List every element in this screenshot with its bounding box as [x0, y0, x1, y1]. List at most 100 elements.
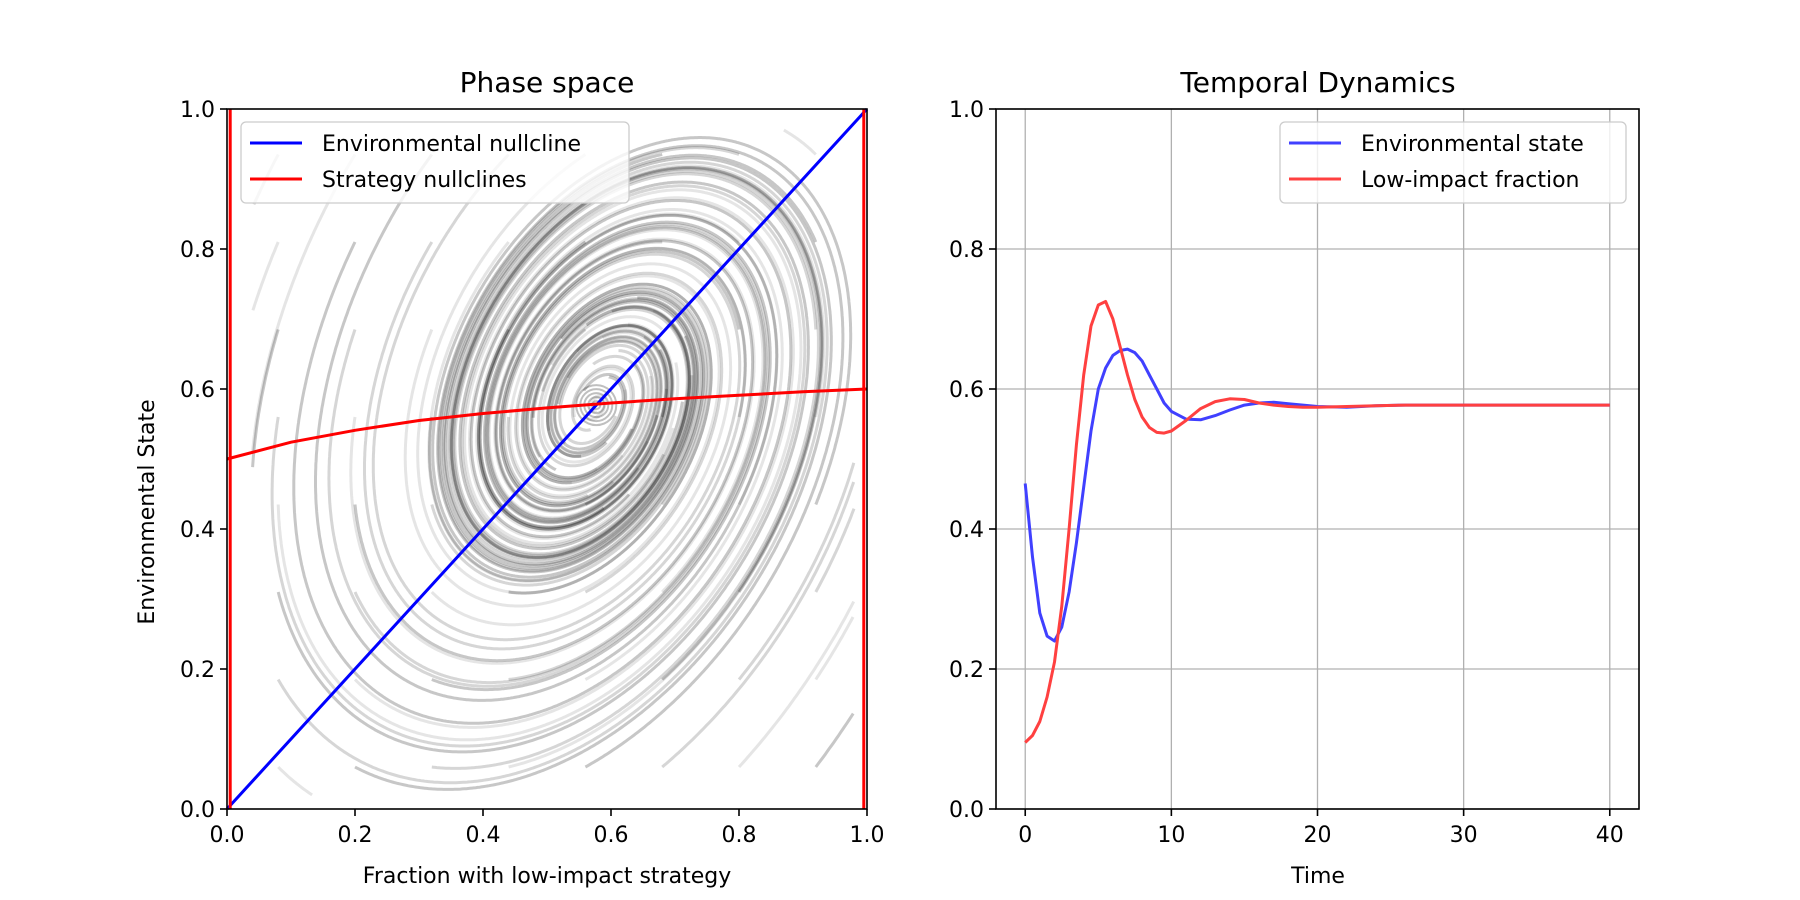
streamline [276, 160, 829, 785]
streamline [403, 274, 721, 608]
streamline [486, 226, 767, 681]
y-tick-label: 0.4 [180, 518, 215, 543]
y-tick-label: 1.0 [180, 98, 215, 123]
environmental-nullcline [225, 107, 869, 811]
streamline [537, 328, 635, 468]
streamline [449, 166, 824, 769]
x-tick-label: 40 [1596, 823, 1624, 848]
x-tick-label: 0.2 [338, 823, 373, 848]
x-tick-label: 0.6 [594, 823, 629, 848]
phase-space-ylabel: Environmental State [135, 399, 160, 624]
x-tick-label: 0.4 [466, 823, 501, 848]
streamline [783, 128, 817, 156]
streamline [416, 153, 713, 595]
streamline [814, 712, 855, 768]
streamline [506, 343, 655, 500]
legend-label: Environmental state [1361, 132, 1584, 157]
x-tick-label: 10 [1157, 823, 1185, 848]
streamline [448, 164, 826, 561]
x-tick-label: 30 [1450, 823, 1478, 848]
streamline [292, 199, 793, 725]
temporal-legend: Environmental state Low-impact fraction [1279, 121, 1627, 204]
streamline [814, 616, 855, 681]
y-tick-label: 0.0 [180, 798, 215, 823]
x-tick-label: 0 [1018, 823, 1032, 848]
strategy-nullcline [226, 387, 868, 461]
x-tick-label: 0.0 [210, 823, 245, 848]
streamline [436, 144, 845, 769]
streamline [737, 462, 856, 681]
streamline [251, 153, 357, 452]
streamline [353, 225, 768, 685]
streamline [327, 222, 770, 688]
streamline [277, 765, 313, 797]
temporal-grid [996, 108, 1639, 810]
streamline [439, 153, 698, 570]
x-tick-label: 1.0 [850, 823, 885, 848]
streamline [442, 153, 818, 568]
streamline [270, 184, 807, 748]
streamline [314, 153, 779, 702]
x-tick-label: 20 [1304, 823, 1332, 848]
y-tick-label: 0.8 [180, 238, 215, 263]
streamline [475, 208, 784, 681]
temporal-dynamics-panel: Temporal Dynamics Time 0 10 20 30 40 0.0 0.2 0.… [949, 66, 1640, 889]
phase-space-lines [225, 107, 869, 811]
streamline [430, 262, 733, 627]
temporal-dynamics-xlabel: Time [1290, 864, 1345, 889]
temporal-dynamics-title: Temporal Dynamics [1179, 66, 1455, 99]
y-tick-label: 0.6 [180, 378, 215, 403]
streamline [522, 285, 710, 506]
streamline [437, 146, 740, 573]
streamline [450, 167, 823, 681]
streamline [814, 508, 856, 593]
streamline [499, 247, 747, 508]
streamline [540, 315, 664, 464]
streamline [500, 249, 741, 506]
streamline [251, 241, 280, 311]
y-tick-label: 0.6 [949, 378, 984, 403]
phase-space-legend: Environmental nullcline Strategy nullcli… [240, 121, 630, 204]
streamline [371, 153, 742, 642]
y-tick-label: 0.0 [949, 798, 984, 823]
streamline [737, 600, 856, 769]
streamline [478, 214, 779, 529]
streamline [276, 188, 803, 742]
streamline [508, 282, 713, 595]
y-tick-label: 0.8 [949, 238, 984, 263]
streamline [431, 169, 820, 770]
legend-label: Low-impact fraction [1361, 168, 1579, 193]
streamline [428, 290, 705, 582]
streamlines [251, 128, 856, 797]
y-tick-label: 0.2 [180, 658, 215, 683]
legend-label: Environmental nullcline [322, 132, 581, 157]
streamline [431, 136, 853, 579]
streamline [353, 239, 755, 663]
phase-space-xlabel: Fraction with low-impact strategy [363, 864, 731, 889]
x-tick-label: 0.8 [722, 823, 757, 848]
streamline [427, 241, 706, 583]
streamline [251, 329, 280, 468]
streamline [661, 481, 856, 769]
streamline [430, 287, 708, 587]
streamline [495, 240, 663, 512]
streamline [477, 212, 741, 530]
legend-box [240, 121, 630, 204]
y-tick-label: 0.4 [949, 518, 984, 543]
streamline [349, 237, 756, 665]
streamline [353, 196, 795, 729]
y-tick-label: 0.2 [949, 658, 984, 683]
phase-space-panel: Phase space Fraction with low-impact str… [135, 66, 885, 889]
phase-space-title: Phase space [460, 66, 635, 99]
temporal-ticks: 0 10 20 30 40 0.0 0.2 0.4 0.6 0.8 1.0 [949, 98, 1624, 848]
temporal-lines [1023, 300, 1610, 744]
legend-label: Strategy nullclines [322, 168, 527, 193]
phase-space-frame [226, 108, 868, 810]
streamline [507, 328, 670, 524]
streamline [431, 220, 772, 692]
streamline [553, 335, 663, 506]
low-impact-fraction-line [1024, 300, 1610, 744]
phase-space-ticks: 0.0 0.2 0.4 0.6 0.8 1.0 0.0 0.2 0.4 0.6 0.8 1.0 [180, 98, 885, 848]
y-tick-label: 1.0 [949, 98, 984, 123]
